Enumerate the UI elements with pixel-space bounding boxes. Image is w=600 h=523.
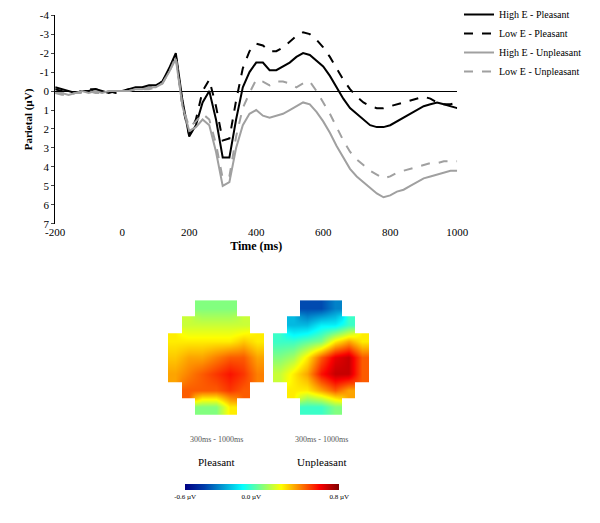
- svg-text:0: 0: [44, 85, 50, 97]
- svg-text:1: 1: [44, 104, 50, 116]
- svg-text:6: 6: [44, 199, 50, 211]
- svg-text:-3: -3: [40, 28, 50, 40]
- svg-text:600: 600: [315, 226, 332, 238]
- svg-text:300ms - 1000ms: 300ms - 1000ms: [190, 435, 243, 444]
- svg-text:High E - Pleasant: High E - Pleasant: [499, 9, 569, 20]
- svg-text:200: 200: [181, 226, 198, 238]
- svg-text:-2: -2: [40, 47, 49, 59]
- svg-text:2: 2: [44, 123, 50, 135]
- svg-text:Low E - Unpleasant: Low E - Unpleasant: [499, 66, 579, 77]
- svg-text:Pleasant: Pleasant: [198, 456, 235, 468]
- svg-text:0.0 µV: 0.0 µV: [241, 493, 261, 501]
- svg-text:3: 3: [44, 142, 50, 154]
- svg-text:0: 0: [119, 226, 125, 238]
- svg-text:1000: 1000: [446, 226, 469, 238]
- svg-text:800: 800: [382, 226, 399, 238]
- svg-text:400: 400: [248, 226, 265, 238]
- svg-text:0.8 µV: 0.8 µV: [329, 493, 349, 501]
- svg-text:-4: -4: [40, 9, 50, 21]
- svg-text:5: 5: [44, 180, 50, 192]
- svg-text:High E - Unpleasant: High E - Unpleasant: [499, 47, 581, 58]
- svg-text:Low E - Pleasant: Low E - Pleasant: [499, 28, 568, 39]
- svg-text:4: 4: [44, 161, 50, 173]
- svg-text:Unpleasant: Unpleasant: [297, 456, 346, 468]
- svg-text:-1: -1: [40, 66, 49, 78]
- svg-text:-0.6 µV: -0.6 µV: [174, 493, 196, 501]
- svg-text:300ms - 1000ms: 300ms - 1000ms: [295, 435, 348, 444]
- svg-text:7: 7: [44, 218, 50, 230]
- svg-text:-200: -200: [45, 226, 66, 238]
- svg-text:Time (ms): Time (ms): [230, 239, 282, 253]
- svg-text:Parietal (µV): Parietal (µV): [22, 88, 35, 150]
